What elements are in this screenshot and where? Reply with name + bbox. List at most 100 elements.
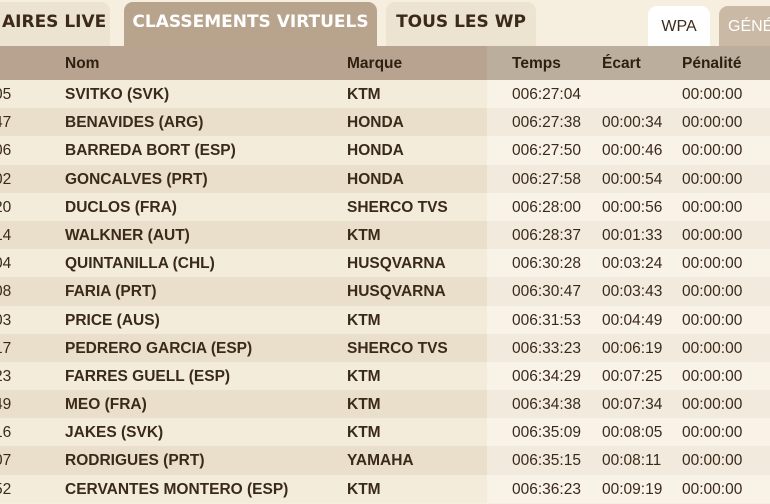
rider-position: 49 — [0, 390, 16, 419]
rider-brand: KTM — [347, 80, 381, 109]
rider-time: 006:34:38 — [512, 390, 581, 419]
rider-position: 14 — [0, 221, 16, 250]
rider-position: 23 — [0, 362, 16, 391]
rider-brand: SHERCO TVS — [347, 334, 448, 363]
rider-penalty: 00:00:00 — [682, 334, 742, 363]
rider-gap: 00:06:19 — [602, 334, 662, 363]
rider-position: 05 — [0, 80, 16, 109]
rider-penalty: 00:00:00 — [682, 108, 742, 137]
rider-name: JAKES (SVK) — [65, 418, 163, 447]
column-header-nom[interactable]: Nom — [65, 46, 99, 82]
rider-penalty: 00:00:00 — [682, 221, 742, 250]
rider-name: SVITKO (SVK) — [65, 80, 169, 109]
table-row[interactable]: 52CERVANTES MONTERO (ESP)KTM006:36:2300:… — [0, 475, 770, 503]
rider-name: BARREDA BORT (ESP) — [65, 136, 236, 165]
rider-gap: 00:04:49 — [602, 306, 662, 335]
rider-gap: 00:00:56 — [602, 193, 662, 222]
rider-gap: 00:03:24 — [602, 249, 662, 278]
column-header-marque[interactable]: Marque — [347, 46, 402, 82]
rider-penalty: 00:00:00 — [682, 418, 742, 447]
rider-position: 04 — [0, 249, 16, 278]
table-row[interactable]: 14WALKNER (AUT)KTM006:28:3700:01:3300:00… — [0, 221, 770, 249]
rider-position: 20 — [0, 193, 16, 222]
rider-gap: 00:00:46 — [602, 136, 662, 165]
rider-position: 17 — [0, 334, 16, 363]
rider-time: 006:27:04 — [512, 80, 581, 109]
rider-time: 006:33:23 — [512, 334, 581, 363]
column-header-ecart[interactable]: Écart — [602, 46, 641, 82]
tab-general[interactable]: GÉNÉ — [719, 6, 770, 46]
rider-brand: KTM — [347, 306, 381, 335]
rider-name: RODRIGUES (PRT) — [65, 446, 205, 475]
rider-time: 006:28:37 — [512, 221, 581, 250]
rider-gap: 00:08:11 — [602, 446, 661, 475]
tab-label: AIRES LIVE — [2, 2, 110, 42]
rider-name: QUINTANILLA (CHL) — [65, 249, 215, 278]
rider-brand: KTM — [347, 362, 381, 391]
rider-name: FARIA (PRT) — [65, 277, 157, 306]
tab-label: CLASSEMENTS VIRTUELS — [124, 2, 377, 42]
rider-brand: KTM — [347, 475, 381, 504]
tab-bar: AIRES LIVE CLASSEMENTS VIRTUELS TOUS LES… — [0, 0, 770, 46]
table-row[interactable]: 16JAKES (SVK)KTM006:35:0900:08:0500:00:0… — [0, 418, 770, 446]
rider-gap: 00:07:34 — [602, 390, 662, 419]
table-row[interactable]: 17 PEDRERO GARCIA (ESP) SHERCO TVS 006:33:2… — [0, 334, 770, 362]
tab-label: GÉNÉ — [728, 18, 770, 35]
rider-gap: 00:01:33 — [602, 221, 662, 250]
rider-penalty: 00:00:00 — [682, 362, 742, 391]
rider-time: 006:35:09 — [512, 418, 581, 447]
rider-penalty: 00:00:00 — [682, 80, 742, 109]
tab-horaires-live[interactable]: AIRES LIVE — [0, 2, 110, 46]
rider-name: FARRES GUELL (ESP) — [65, 362, 230, 391]
rider-penalty: 00:00:00 — [682, 249, 742, 278]
table-row[interactable]: 20DUCLOS (FRA)SHERCO TVS006:28:0000:00:5… — [0, 193, 770, 221]
rider-gap: 00:00:34 — [602, 108, 662, 137]
rider-penalty: 00:00:00 — [682, 165, 742, 194]
rider-name: BENAVIDES (ARG) — [65, 108, 203, 137]
rider-penalty: 00:00:00 — [682, 136, 742, 165]
column-header-temps[interactable]: Temps — [512, 46, 561, 82]
tab-label: WPA — [661, 18, 696, 35]
rider-name: CERVANTES MONTERO (ESP) — [65, 475, 288, 504]
rider-time: 006:34:29 — [512, 362, 581, 391]
rider-time: 006:35:15 — [512, 446, 581, 475]
rider-position: 06 — [0, 136, 16, 165]
rider-name: PEDRERO GARCIA (ESP) — [65, 334, 252, 363]
rider-penalty: 00:00:00 — [682, 475, 742, 504]
rider-penalty: 00:00:00 — [682, 277, 742, 306]
table-row[interactable]: 23FARRES GUELL (ESP)KTM006:34:2900:07:25… — [0, 362, 770, 390]
rider-brand: KTM — [347, 390, 381, 419]
rider-brand: KTM — [347, 221, 381, 250]
results-table-body: 05 SVITKO (SVK) KTM 006:27:04 00:00:00 47 BENA… — [0, 80, 770, 503]
rider-time: 006:27:38 — [512, 108, 581, 137]
rider-position: 07 — [0, 446, 16, 475]
table-row[interactable]: 47BENAVIDES (ARG)HONDA006:27:3800:00:340… — [0, 108, 770, 136]
rider-position: 52 — [0, 475, 16, 504]
rider-time: 006:27:50 — [512, 136, 581, 165]
rider-name: PRICE (AUS) — [65, 306, 160, 335]
rider-brand: SHERCO TVS — [347, 193, 448, 222]
tab-tous-les-wp[interactable]: TOUS LES WP — [386, 2, 536, 46]
rider-name: DUCLOS (FRA) — [65, 193, 177, 222]
tab-label: TOUS LES WP — [386, 2, 536, 42]
tab-wpa[interactable]: WPA — [648, 6, 710, 46]
rider-position: 47 — [0, 108, 16, 137]
column-header-penalite[interactable]: Pénalité — [682, 46, 741, 82]
table-row[interactable]: 06 BARREDA BORT (ESP) HONDA 006:27:50 00:00:… — [0, 136, 770, 164]
rider-name: MEO (FRA) — [65, 390, 147, 419]
table-row[interactable]: 05 SVITKO (SVK) KTM 006:27:04 00:00:00 — [0, 80, 770, 108]
rider-gap: 00:08:05 — [602, 418, 662, 447]
rider-brand: HONDA — [347, 165, 404, 194]
rider-time: 006:30:47 — [512, 277, 581, 306]
rider-brand: HONDA — [347, 136, 404, 165]
rider-position: 16 — [0, 418, 16, 447]
rider-gap: 00:00:54 — [602, 165, 662, 194]
rider-penalty: 00:00:00 — [682, 306, 742, 335]
tab-classements-virtuels[interactable]: CLASSEMENTS VIRTUELS — [124, 2, 377, 46]
